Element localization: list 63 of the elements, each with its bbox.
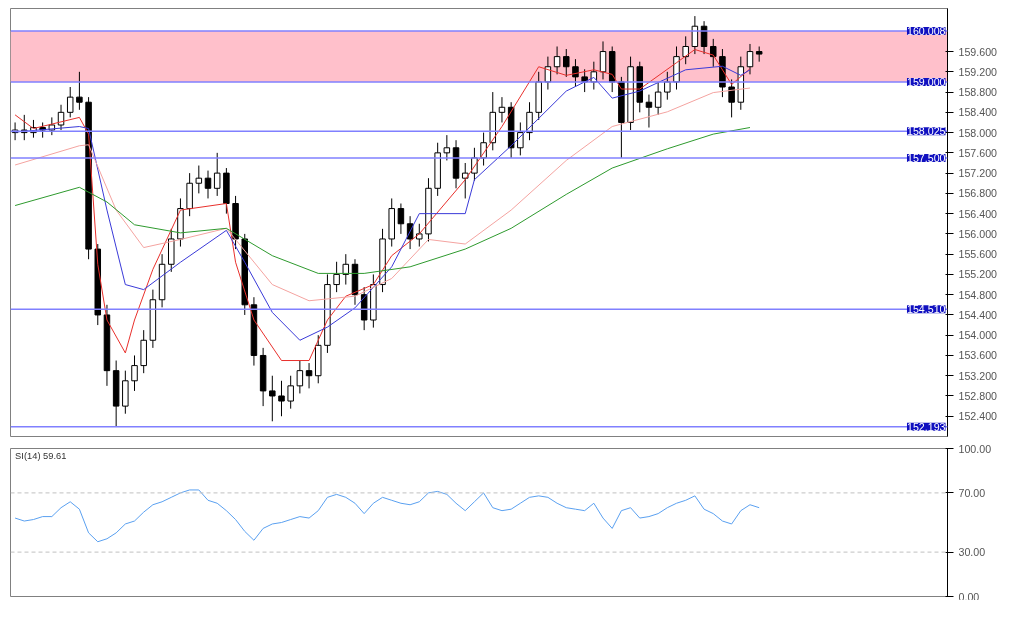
candlestick	[461, 162, 469, 199]
candlestick	[572, 58, 579, 88]
y-tick-label: 152.400	[958, 410, 998, 423]
candlestick	[645, 94, 653, 129]
candlestick	[526, 101, 533, 141]
y-tick-label: 30.00	[958, 546, 986, 559]
y-tick-label: 158.800	[958, 86, 998, 99]
y-tick-label: 157.200	[958, 167, 998, 180]
line-series	[14, 489, 760, 543]
candlestick	[296, 360, 304, 394]
line-series	[14, 87, 751, 302]
candlestick	[443, 134, 451, 161]
line-series	[14, 127, 751, 274]
candlestick	[287, 375, 294, 410]
ref-line-label: 152.193	[906, 420, 946, 433]
y-tick-label: 153.200	[958, 369, 998, 382]
candlestick	[204, 170, 212, 199]
y-tick-label: 158.000	[958, 126, 998, 139]
ref-line-label: 160.008	[906, 24, 946, 37]
candlestick	[305, 362, 313, 389]
y-tick-label: 154.000	[958, 329, 998, 342]
candlestick	[333, 261, 340, 293]
candlestick	[76, 71, 83, 111]
candlestick	[682, 35, 689, 65]
y-tick-label: 159.200	[958, 65, 998, 78]
y-tick-label: 155.600	[958, 248, 998, 261]
candlestick	[553, 45, 561, 75]
y-tick-label: 154.400	[958, 308, 998, 321]
candlestick	[278, 380, 285, 417]
candlestick	[654, 81, 662, 116]
candlestick	[746, 43, 754, 75]
y-tick-label: 156.800	[958, 187, 998, 200]
y-tick-label: 70.00	[958, 486, 986, 499]
candlestick	[691, 15, 699, 55]
candlestick	[563, 48, 570, 78]
y-tick-label: 159.600	[958, 45, 998, 58]
candlestick	[599, 40, 607, 80]
y-tick-label: 152.800	[958, 389, 998, 402]
candlestick	[728, 78, 735, 118]
candlestick	[269, 375, 276, 422]
candlestick	[195, 165, 203, 194]
y-tick-label: 156.400	[958, 207, 998, 220]
candlestick	[66, 86, 74, 118]
y-tick-label: 153.600	[958, 349, 998, 362]
y-tick-label: 158.400	[958, 106, 998, 119]
candlestick	[517, 121, 524, 156]
candlestick	[709, 38, 717, 68]
ref-line-label: 154.510	[906, 303, 946, 316]
y-tick-label: 155.200	[958, 268, 998, 281]
candlestick	[498, 96, 506, 123]
y-tick-label: 0.00	[958, 590, 980, 603]
candlestick	[664, 71, 671, 101]
candlestick	[397, 203, 405, 235]
candlestick	[213, 152, 221, 197]
ref-line-label: 159.000	[906, 75, 946, 88]
y-tick-label: 157.600	[958, 146, 998, 159]
y-tick-label: 154.800	[958, 288, 998, 301]
ref-line-label: 158.025	[906, 125, 946, 138]
y-tick-label: 100.00	[958, 442, 992, 455]
chart-title: SI(14) 59.61	[15, 450, 67, 461]
candlestick	[131, 354, 138, 392]
ref-line-label: 157.500	[906, 151, 946, 164]
y-tick-label: 156.000	[958, 227, 998, 240]
